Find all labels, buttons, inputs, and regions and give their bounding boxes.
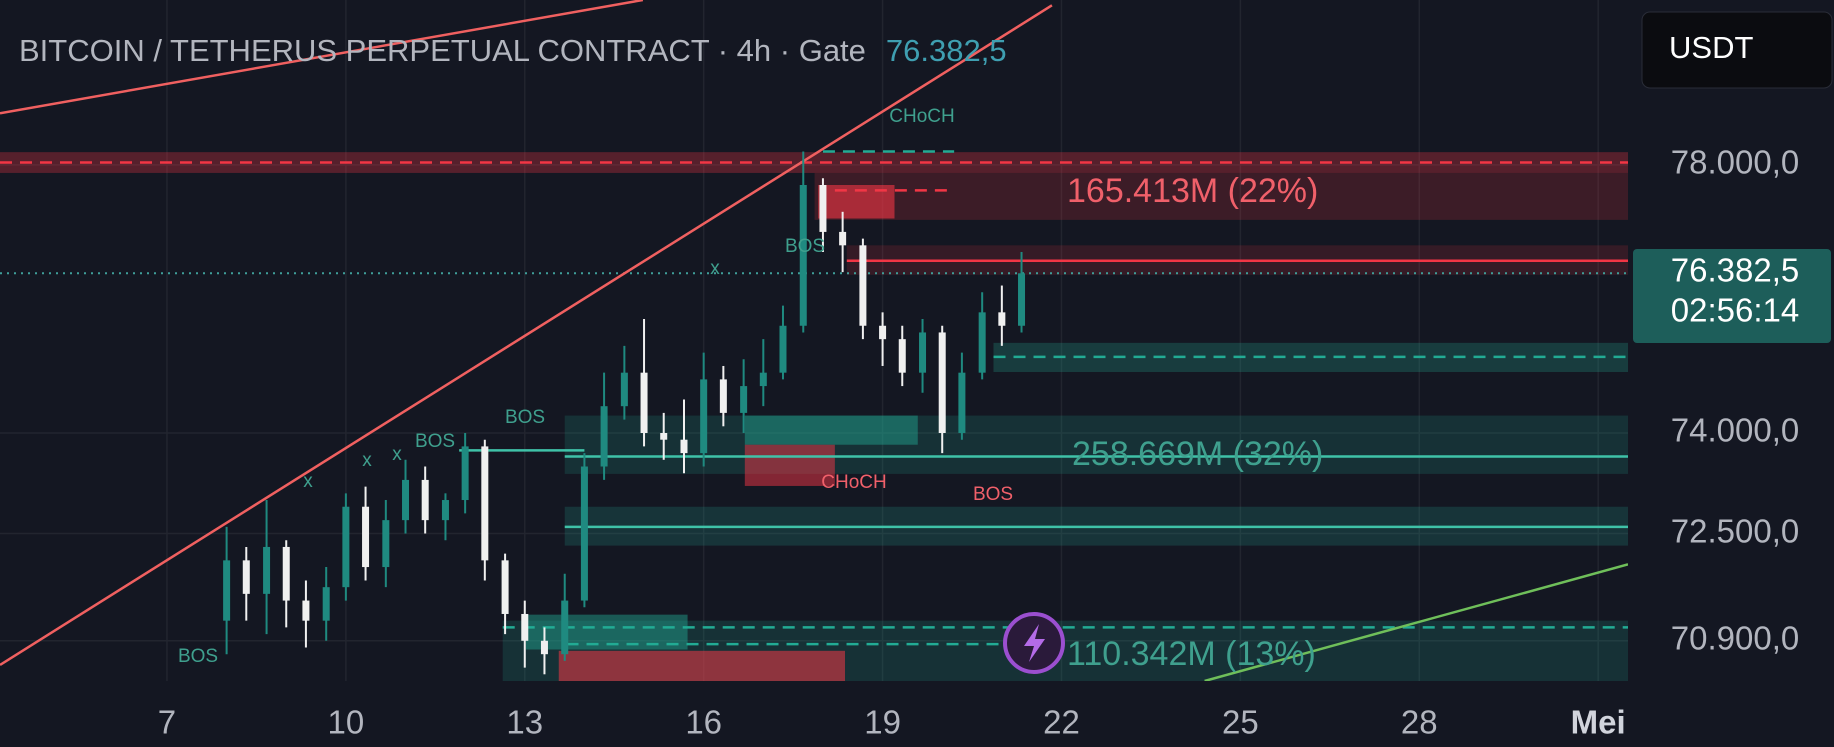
candle-body [1018,273,1026,326]
annotation: BOS [178,646,218,667]
x-tick-label: 10 [328,704,365,741]
candle-body [898,339,906,373]
candle-body [958,372,966,433]
last-price-box [1633,249,1831,343]
candle-body [521,613,529,641]
currency-button-label[interactable]: USDT [1669,30,1753,65]
annotation: x [710,258,720,279]
candle-body [740,386,748,413]
candle-body [421,479,429,521]
x-tick-label: 28 [1401,704,1438,741]
trendline [1204,563,1628,681]
candle-body [799,184,807,326]
candle-body [759,372,767,387]
candle-body [978,312,986,373]
candle-body [263,546,271,594]
candle-body [322,587,330,621]
grid [0,0,1628,681]
candle-body [700,379,708,454]
alert-bolt [1024,624,1045,662]
zone [814,172,1628,220]
y-tick-label: 72.500,0 [1671,512,1799,549]
zone [0,152,1628,173]
candle-body [640,372,648,433]
candle-body [382,520,390,568]
currency-button[interactable] [1641,11,1833,89]
candle-body [223,560,231,621]
zone [564,415,1628,474]
candle-body [402,479,410,521]
candle-body [481,446,489,561]
candle-body [302,600,310,621]
candle-body [859,245,867,326]
candle-body [580,466,588,601]
candle-body [441,500,449,521]
candle-body [282,546,290,601]
candle-body [342,506,350,588]
annotation: CHoCH [889,106,954,127]
candle-body [362,506,370,568]
zone [744,444,835,486]
annotation: BOS [415,431,455,452]
zone-label: 165.413M (22%) [1067,172,1318,210]
title: BITCOIN / TETHERUS PERPETUAL CONTRACT · … [19,33,866,68]
x-tick-label: 7 [158,704,176,741]
candle-body [461,446,469,501]
candle-body [819,184,827,232]
annotation: BOS [505,407,545,428]
candle-body [600,406,608,467]
zone-label: 258.669M (32%) [1072,435,1323,473]
zone [744,415,918,445]
zone [558,650,846,681]
x-tick-label: Mei [1571,704,1626,741]
candle-body [540,640,548,655]
candle-body [620,372,628,407]
zone-label: 110.342M (13%) [1067,635,1316,673]
annotation: CHoCH [821,472,886,493]
candle-body [242,560,250,594]
trendline [0,4,1053,666]
candle-body [561,600,569,655]
annotation: x [303,471,313,492]
plot [0,0,1628,681]
y-tick-label: 70.900,0 [1671,620,1799,657]
candle-body [998,312,1006,326]
annotation: BOS [973,484,1013,505]
candle-body [879,325,887,340]
overlay: BITCOIN / TETHERUS PERPETUAL CONTRACT · … [19,11,1833,741]
zone [993,342,1628,373]
x-tick-label: 19 [864,704,901,741]
x-tick-label: 16 [685,704,722,741]
candle-body [501,560,509,614]
candle-body [779,325,787,373]
x-tick-label: 22 [1043,704,1080,741]
title-price: 76.382,5 [886,33,1007,68]
annotation: BOS [785,236,825,257]
annotation: x [362,450,372,471]
annotation: x [392,444,402,465]
countdown: 02:56:14 [1671,292,1799,329]
x-tick-label: 25 [1222,704,1259,741]
candle-body [719,379,727,413]
candle-body [919,332,927,373]
candle-body [680,439,688,454]
trendline [0,0,644,115]
y-tick-label: 74.000,0 [1671,412,1799,449]
candle-body [660,432,668,440]
candle-body [839,231,847,246]
last-price-label: 76.382,5 [1671,252,1799,289]
x-tick-label: 13 [506,704,543,741]
candle-body [938,332,946,433]
y-tick-label: 78.000,0 [1671,144,1799,181]
